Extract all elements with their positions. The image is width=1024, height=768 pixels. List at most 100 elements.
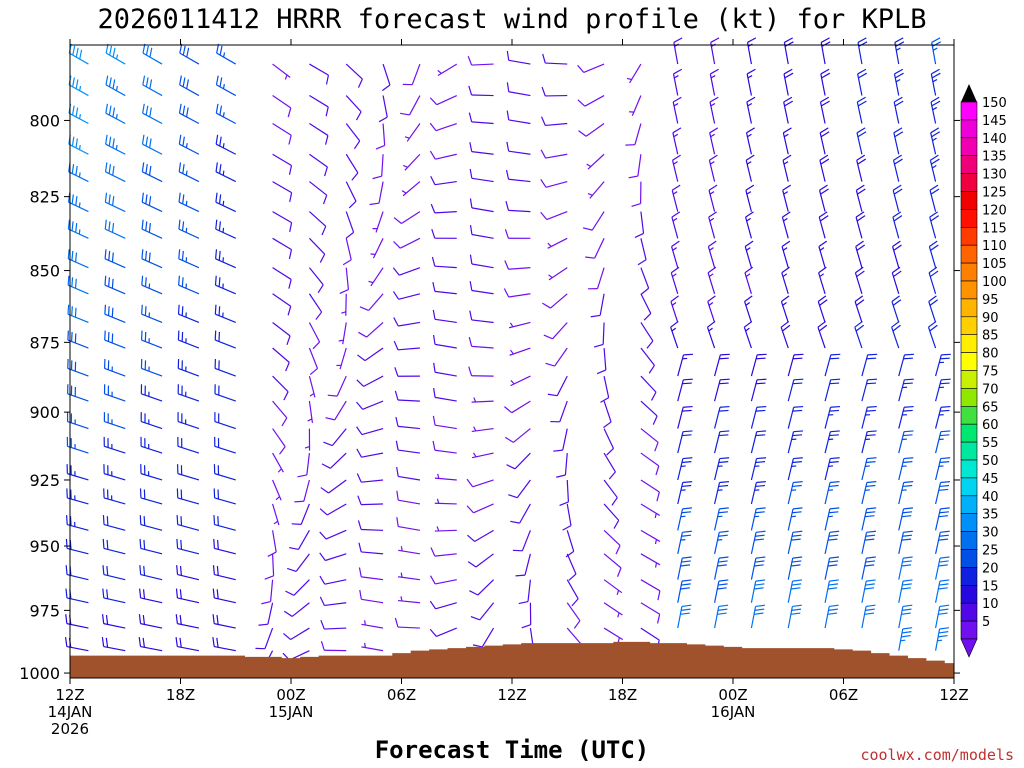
wind-barb (176, 565, 200, 581)
wind-barb (213, 515, 236, 531)
colorbar-swatch (960, 459, 978, 479)
wind-barb (176, 538, 200, 555)
wind-barb (506, 452, 531, 470)
wind-barb (341, 293, 347, 316)
y-tick-label: 975 (29, 601, 60, 620)
wind-barb (140, 436, 163, 454)
wind-barb (861, 457, 877, 481)
wind-barb (637, 238, 647, 266)
wind-barb (140, 412, 163, 430)
wind-barb (861, 405, 877, 429)
wind-barb (430, 547, 457, 557)
wind-barb (928, 295, 939, 323)
wind-barb (177, 304, 200, 324)
wind-barb (345, 63, 363, 88)
colorbar-swatch (960, 209, 978, 228)
wind-barb (469, 168, 494, 183)
wind-barb (393, 211, 421, 225)
wind-barb (750, 405, 767, 429)
wind-barb (603, 452, 616, 480)
wind-barb (504, 260, 531, 270)
wind-barb (505, 169, 531, 183)
wind-barb (102, 538, 126, 555)
wind-barb (714, 405, 730, 429)
wind-barb (861, 353, 878, 377)
wind-barb (434, 526, 457, 532)
wind-barb (540, 179, 568, 188)
colorbar-label: 115 (982, 221, 1007, 236)
wind-barb (898, 481, 914, 505)
wind-barb (545, 347, 568, 367)
wind-barb (640, 267, 650, 295)
wind-barb (708, 211, 717, 239)
wind-barb (677, 579, 692, 603)
wind-barb (745, 211, 754, 239)
wind-barb (713, 556, 729, 580)
wind-barb (176, 488, 200, 505)
colorbar-swatch (960, 531, 978, 550)
wind-barb (787, 507, 803, 531)
wind-barb (214, 330, 236, 349)
wind-barb (215, 249, 236, 269)
wind-barb (429, 600, 457, 610)
wind-barb (824, 507, 840, 531)
wind-barb (470, 602, 495, 621)
wind-barb (140, 384, 163, 402)
y-tick-label: 850 (29, 262, 60, 281)
x-tick-label: 06Z (829, 686, 858, 704)
wind-barb (394, 367, 420, 377)
wind-barb (898, 556, 913, 580)
wind-barb (713, 530, 729, 554)
wind-barb (934, 579, 950, 603)
wind-barb (429, 122, 457, 132)
colorbar-swatch (960, 101, 978, 121)
wind-barb (782, 154, 792, 182)
credit-text[interactable]: coolwx.com/models (860, 746, 1014, 764)
wind-barb (214, 275, 236, 295)
wind-barb (818, 184, 829, 212)
wind-barb (855, 211, 866, 239)
wind-barb (677, 430, 693, 454)
wind-barb (892, 240, 902, 268)
wind-barb (468, 366, 494, 377)
wind-barb (68, 103, 89, 125)
wind-barb (472, 627, 495, 648)
colorbar-label: 60 (982, 418, 999, 433)
wind-barb (139, 538, 163, 555)
wind-barb (102, 565, 126, 581)
wind-barb (142, 103, 163, 125)
colorbar-swatch (960, 298, 978, 318)
wind-barb (175, 588, 200, 604)
wind-barb (434, 473, 457, 481)
colorbar-label: 45 (982, 472, 999, 487)
wind-barb (141, 249, 163, 269)
wind-barb (745, 127, 755, 155)
wind-barb (634, 211, 645, 239)
wind-barb (215, 75, 237, 97)
wind-barb (272, 452, 284, 473)
wind-barb (396, 490, 421, 505)
wind-barb (542, 293, 568, 309)
wind-barb (319, 503, 347, 516)
wind-barb (272, 321, 291, 346)
wind-barb (677, 481, 693, 505)
wind-barb (141, 162, 163, 183)
wind-barb (309, 211, 327, 236)
wind-barb (540, 211, 568, 221)
wind-barb (345, 123, 361, 150)
wind-barb (357, 495, 384, 506)
x-tick-label: 06Z (387, 686, 416, 704)
wind-barb (103, 384, 126, 402)
colorbar-top-arrow (961, 84, 977, 102)
wind-barb (677, 556, 692, 580)
wind-barb (471, 426, 494, 433)
chart-title: 2026011412 HRRR forecast wind profile (k… (97, 4, 926, 35)
wind-barb (713, 457, 730, 481)
wind-barb (356, 473, 384, 483)
wind-barb (640, 428, 659, 452)
colorbar-swatch (960, 262, 978, 282)
wind-barb (140, 464, 163, 481)
wind-barb (714, 430, 730, 454)
wind-barb (372, 211, 384, 233)
